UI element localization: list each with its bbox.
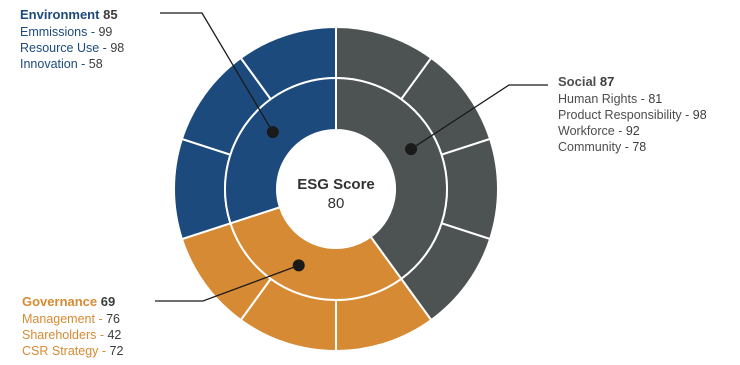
legend-social: Social 87 Human Rights - 81 Product Resp… — [558, 74, 707, 155]
center-value: 80 — [328, 195, 345, 212]
legend-item-value: 81 — [648, 92, 663, 106]
outer-slice-workforce — [440, 137, 499, 241]
center-title: ESG Score — [297, 176, 375, 193]
legend-item-label: Emmissions — [20, 25, 88, 39]
legend-social-score: 87 — [599, 74, 615, 89]
legend-item-value: 98 — [110, 41, 125, 55]
legend-item-value: 72 — [109, 344, 124, 358]
legend-item-label: Shareholders — [22, 328, 97, 342]
legend-item-label: CSR Strategy — [22, 344, 99, 358]
legend-social-header: Social 87 — [558, 74, 707, 90]
legend-environment-header: Environment 85 — [20, 7, 124, 23]
outer-slice-emmissions — [173, 137, 232, 241]
legend-item: Product Responsibility - 98 — [558, 108, 707, 122]
legend-item-label: Innovation — [20, 57, 78, 71]
legend-governance-header: Governance 69 — [22, 294, 123, 310]
legend-item-value: 78 — [632, 140, 647, 154]
callout-line-social — [410, 84, 548, 150]
legend-item: CSR Strategy - 72 — [22, 344, 124, 358]
legend-item-label: Resource Use — [20, 41, 100, 55]
legend-item-value: 98 — [692, 108, 707, 122]
legend-item: Resource Use - 98 — [20, 41, 125, 55]
legend-item-value: 42 — [107, 328, 122, 342]
legend-item-value: 58 — [88, 57, 103, 71]
legend-item: Community - 78 — [558, 140, 647, 154]
legend-item-label: Human Rights — [558, 92, 638, 106]
legend-item: Workforce - 92 — [558, 124, 640, 138]
legend-social-name: Social — [558, 74, 597, 89]
legend-item-value: 76 — [106, 312, 120, 326]
legend-item-value: 92 — [625, 124, 640, 138]
legend-item: Management - 76 — [22, 312, 120, 326]
callout-lines — [155, 12, 548, 302]
legend-item-value: 99 — [98, 25, 113, 39]
legend-item: Emmissions - 99 — [20, 25, 113, 39]
legend-item: Innovation - 58 — [20, 57, 103, 71]
legend-item: Shareholders - 42 — [22, 328, 122, 342]
callout-line-governance — [155, 264, 299, 302]
legend-environment-score: 85 — [103, 7, 118, 22]
legend-environment: Environment 85 Emmissions - 99 Resource … — [20, 7, 124, 72]
legend-item-label: Workforce — [558, 124, 615, 138]
callout-dot-environment — [266, 126, 279, 139]
callout-dot-governance — [292, 259, 305, 272]
legend-governance-name: Governance — [22, 294, 98, 309]
legend-item-label: Product Responsibility — [558, 108, 682, 122]
legend-governance: Governance 69 Management - 76 Shareholde… — [22, 294, 123, 359]
legend-item: Human Rights - 81 — [558, 92, 663, 106]
legend-governance-score: 69 — [100, 294, 116, 309]
center-hole — [277, 130, 395, 248]
legend-environment-name: Environment — [20, 7, 100, 22]
legend-item-label: Management — [22, 312, 95, 326]
callout-dot-social — [405, 143, 418, 156]
callout-line-environment — [160, 12, 274, 133]
legend-item-label: Community — [558, 140, 625, 154]
